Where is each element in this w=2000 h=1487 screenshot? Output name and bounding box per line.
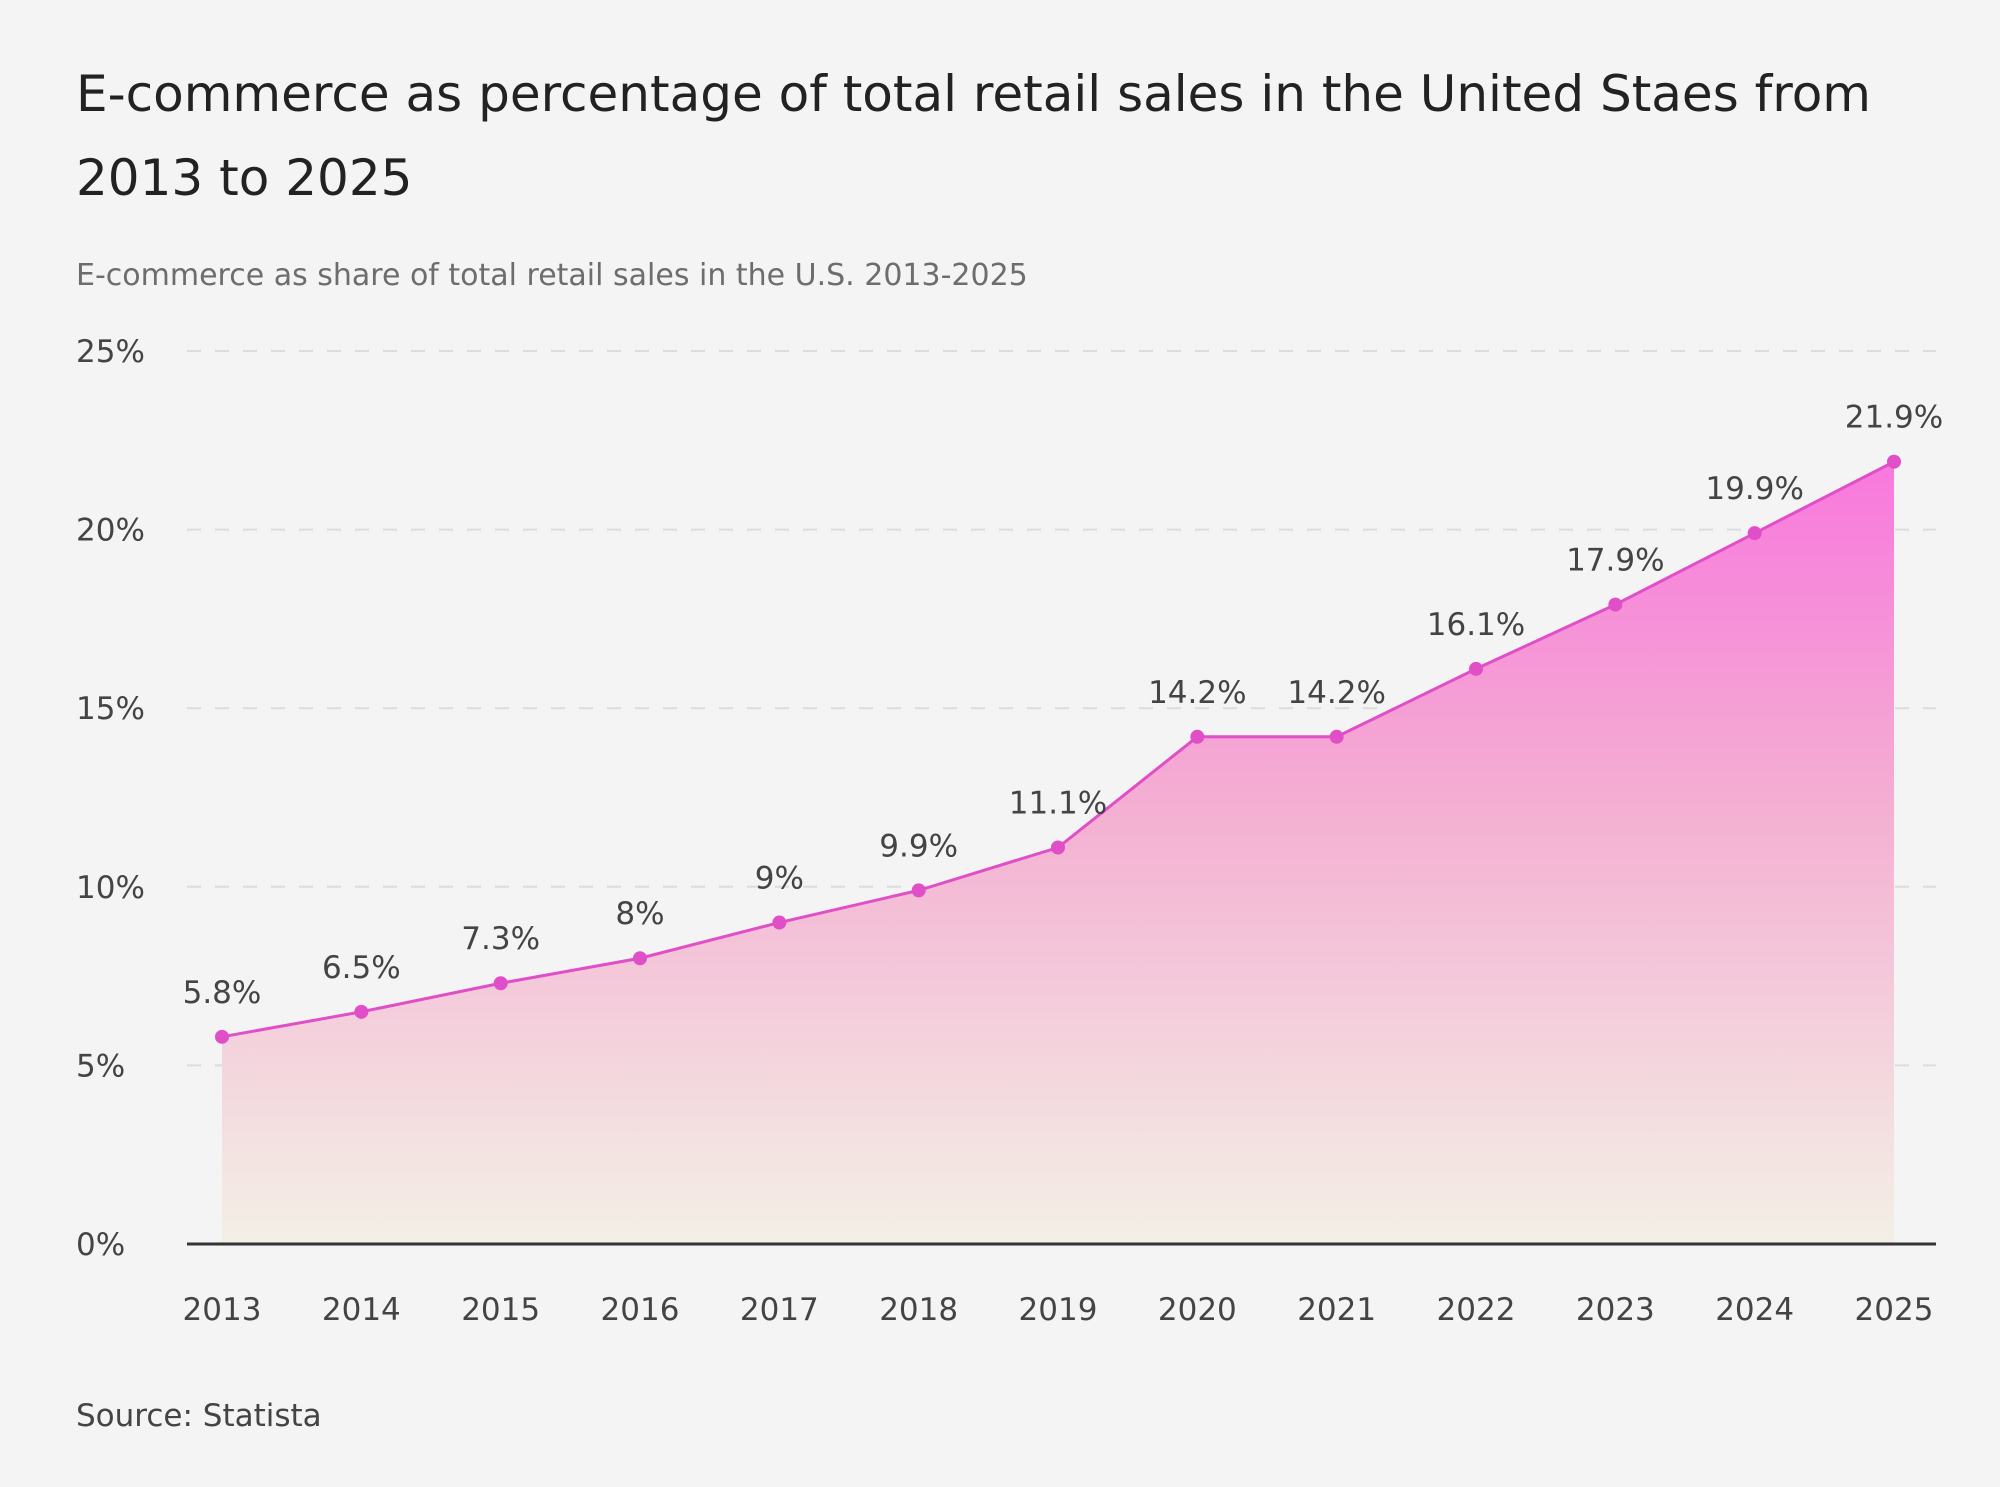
x-tick-label: 2017: [740, 1292, 819, 1328]
data-label: 8%: [615, 896, 664, 932]
data-label: 6.5%: [322, 950, 401, 986]
data-point: [493, 976, 508, 991]
x-tick-label: 2019: [1019, 1292, 1098, 1328]
x-tick-label: 2023: [1576, 1292, 1655, 1328]
data-label: 7.3%: [461, 921, 540, 957]
source-note: Source: Statista: [76, 1398, 322, 1434]
data-point: [1608, 597, 1623, 612]
data-point: [215, 1029, 229, 1044]
x-tick-label: 2020: [1158, 1292, 1237, 1328]
data-point: [354, 1004, 369, 1019]
data-label: 9%: [755, 861, 804, 897]
data-point: [1329, 729, 1344, 744]
data-label: 9.9%: [879, 828, 958, 864]
data-label: 16.1%: [1427, 607, 1525, 643]
chart-title: E-commerce as percentage of total retail…: [76, 65, 1871, 207]
y-tick-label: 10%: [76, 870, 145, 906]
y-tick-label: 20%: [76, 513, 145, 549]
x-tick-label: 2014: [322, 1292, 401, 1328]
x-tick-label: 2013: [183, 1292, 262, 1328]
data-label: 21.9%: [1845, 400, 1943, 436]
y-tick-label: 0%: [76, 1227, 125, 1263]
x-tick-label: 2018: [879, 1292, 958, 1328]
x-tick-label: 2022: [1437, 1292, 1516, 1328]
x-tick-label: 2021: [1297, 1292, 1376, 1328]
data-label: 14.2%: [1148, 675, 1246, 711]
x-tick-label: 2024: [1715, 1292, 1794, 1328]
y-tick-label: 5%: [76, 1048, 125, 1084]
data-point: [772, 915, 787, 930]
data-point: [1887, 454, 1901, 469]
data-point: [911, 883, 926, 898]
x-tick-label: 2016: [601, 1292, 680, 1328]
data-label: 5.8%: [183, 975, 262, 1011]
x-tick-label: 2015: [461, 1292, 540, 1328]
data-label: 11.1%: [1009, 786, 1107, 822]
x-tick-label: 2025: [1855, 1292, 1934, 1328]
data-point: [1190, 729, 1205, 744]
data-point: [633, 951, 647, 966]
data-label: 19.9%: [1705, 471, 1803, 507]
data-label: 14.2%: [1287, 675, 1385, 711]
data-point: [1747, 526, 1762, 541]
y-tick-label: 25%: [76, 334, 145, 370]
chart-subtitle: E-commerce as share of total retail sale…: [76, 258, 1028, 293]
data-point: [1469, 661, 1483, 676]
y-tick-label: 15%: [76, 691, 145, 727]
data-point: [1051, 840, 1065, 855]
data-label: 17.9%: [1566, 543, 1664, 579]
